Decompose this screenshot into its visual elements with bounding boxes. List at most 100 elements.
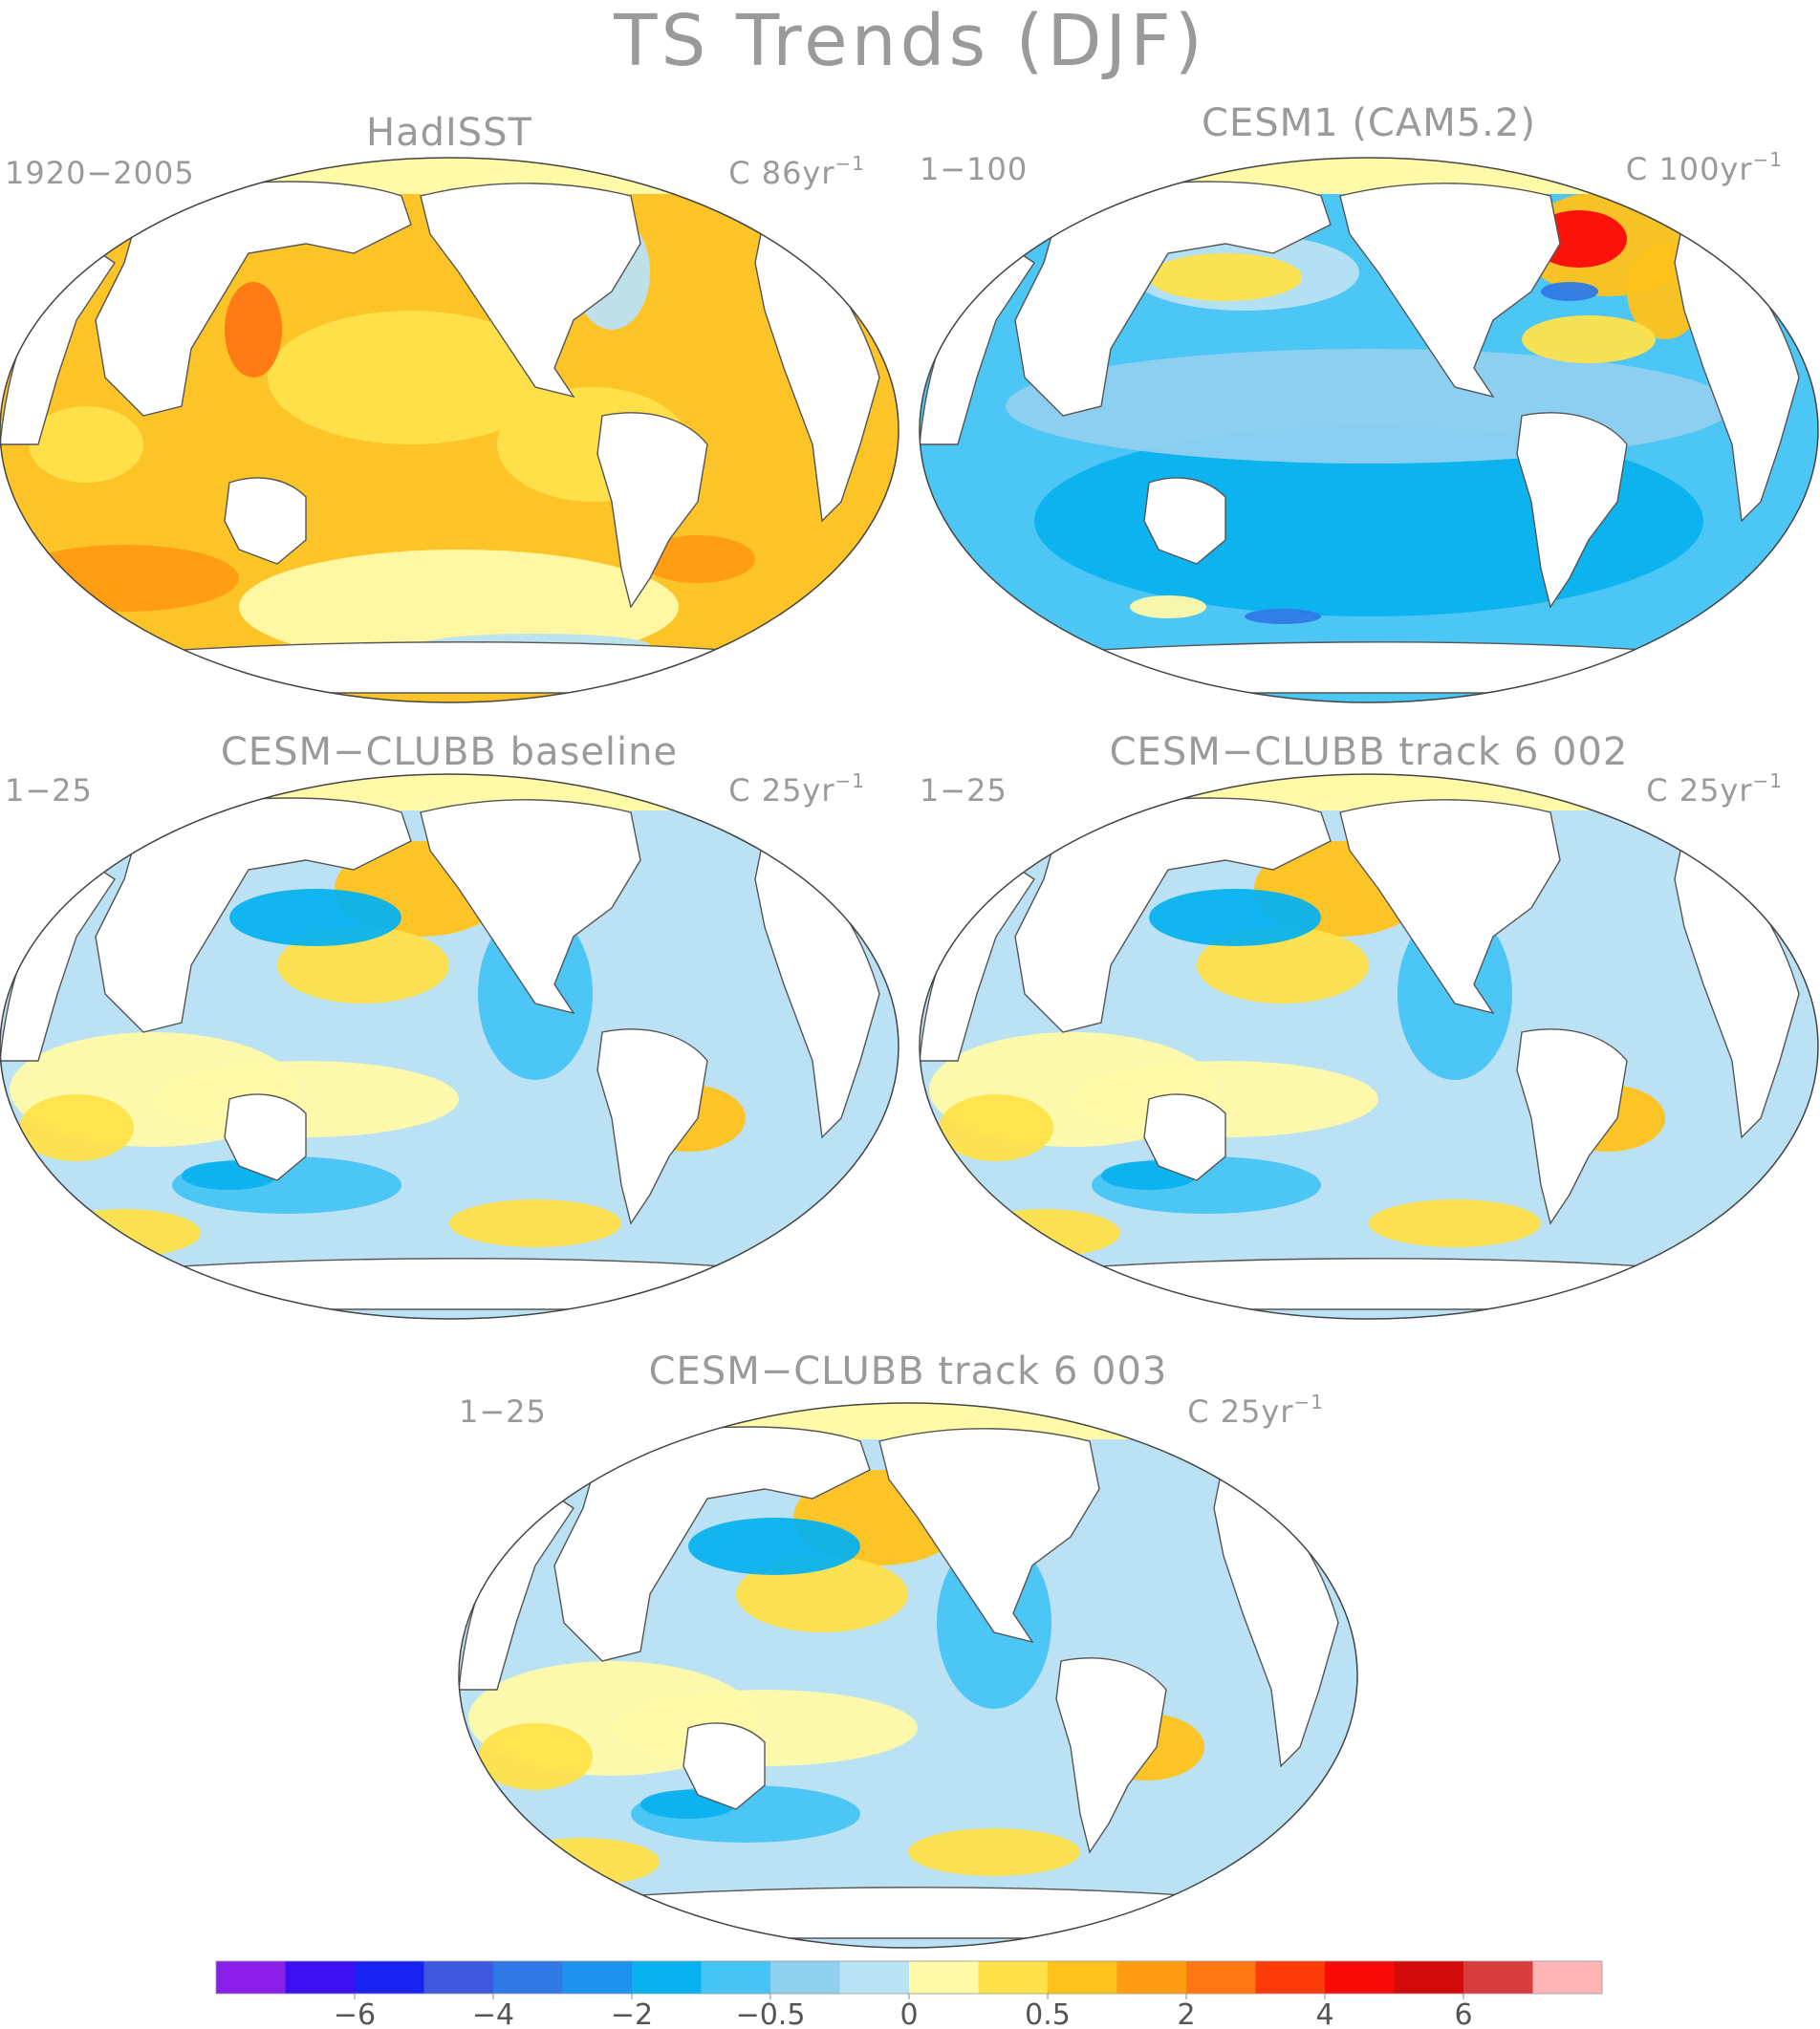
land-mass bbox=[596, 412, 708, 609]
colorbar-swatch bbox=[1394, 1961, 1463, 1994]
trend-contour bbox=[939, 1094, 1053, 1161]
trend-contour bbox=[507, 1838, 660, 1886]
land-mass bbox=[113, 641, 786, 694]
map-panel-p5: CESM−CLUBB track 6 003 1−25 C 25yr−1 bbox=[458, 1349, 1358, 1949]
map-outline bbox=[0, 157, 899, 703]
colorbar-tick-label: 2 bbox=[1177, 1998, 1195, 2029]
land-mass bbox=[1516, 412, 1628, 609]
trend-contour bbox=[29, 406, 143, 483]
colorbar-tick-label: 0.5 bbox=[1025, 1998, 1071, 2029]
land-mass bbox=[420, 183, 641, 399]
units-label: C 100yr−1 bbox=[1626, 148, 1783, 187]
trend-contour bbox=[19, 1094, 134, 1161]
map-ocean-field bbox=[458, 1402, 1358, 1949]
colorbar-swatch bbox=[355, 1961, 424, 1994]
period-label: 1−25 bbox=[5, 772, 93, 809]
units-label: C 86yr−1 bbox=[728, 152, 865, 191]
colorbar-swatch bbox=[1325, 1961, 1395, 1994]
land-mass bbox=[572, 1887, 1245, 1939]
trend-contour bbox=[229, 889, 401, 946]
panel-title: CESM−CLUBB track 6 002 bbox=[1110, 730, 1629, 774]
map-ocean-field bbox=[0, 773, 899, 1320]
panel-title: CESM−CLUBB track 6 003 bbox=[649, 1349, 1168, 1393]
panel-title: CESM1 (CAM5.2) bbox=[1202, 101, 1536, 145]
colorbar-swatch bbox=[562, 1961, 632, 1994]
trend-contour bbox=[688, 1518, 860, 1575]
trend-contour bbox=[1541, 282, 1598, 301]
map-outline bbox=[458, 1402, 1358, 1949]
period-label: 1−25 bbox=[920, 772, 1008, 809]
colorbar-swatch bbox=[493, 1961, 563, 1994]
colorbar-swatch bbox=[423, 1961, 493, 1994]
trend-contour bbox=[1369, 1199, 1541, 1247]
map-panel-p4: CESM−CLUBB track 6 002 1−25 C 25yr−1 bbox=[919, 730, 1819, 1320]
land-mass bbox=[878, 1428, 1100, 1644]
trend-contour bbox=[736, 1556, 908, 1632]
panel-title: CESM−CLUBB baseline bbox=[221, 730, 678, 774]
colorbar-tick-label: −0.5 bbox=[736, 1998, 806, 2029]
colorbar-swatch bbox=[1048, 1961, 1117, 1994]
land-mass bbox=[1339, 183, 1561, 399]
land-mass bbox=[596, 1028, 708, 1225]
colorbar-swatch bbox=[1463, 1961, 1533, 1994]
units-label: C 25yr−1 bbox=[728, 769, 865, 809]
period-label: 1920−2005 bbox=[5, 155, 195, 191]
trend-contour bbox=[277, 927, 449, 1004]
map-panels: HadISST 1920−2005 C 86yr−1 CESM1 (CAM5.2) 1−… bbox=[0, 101, 1819, 1949]
colorbar-tick-label: 0 bbox=[899, 1998, 918, 2029]
colorbar-swatch bbox=[1532, 1961, 1602, 1994]
colorbar-swatch bbox=[909, 1961, 979, 1994]
map-ocean-field bbox=[919, 773, 1819, 1320]
land-mass bbox=[224, 1093, 307, 1181]
units-label: C 25yr−1 bbox=[1646, 769, 1783, 809]
colorbar-swatch bbox=[978, 1961, 1048, 1994]
colorbar-swatch bbox=[770, 1961, 840, 1994]
map-panel-p3: CESM−CLUBB baseline 1−25 C 25yr−1 bbox=[0, 730, 899, 1320]
trend-contour bbox=[478, 1723, 593, 1790]
map-outline bbox=[919, 773, 1819, 1320]
land-mass bbox=[1055, 1657, 1167, 1854]
trend-contour bbox=[449, 1199, 621, 1247]
trend-contour bbox=[48, 1209, 201, 1257]
trend-contour bbox=[967, 1209, 1120, 1257]
period-label: 1−100 bbox=[920, 151, 1028, 187]
map-ocean-field bbox=[0, 157, 899, 703]
trend-contour bbox=[1130, 595, 1206, 618]
trend-contour bbox=[1245, 609, 1321, 624]
colorbar-tick-label: −6 bbox=[334, 1998, 376, 2029]
land-mass bbox=[682, 1722, 766, 1810]
colorbar-tick-label: −4 bbox=[472, 1998, 514, 2029]
land-mass bbox=[224, 477, 307, 565]
colorbar-swatch bbox=[285, 1961, 355, 1994]
colorbar: −6 −4 −2 −0.5 0 0.5 2 4 6 bbox=[215, 1960, 1603, 2029]
trend-contour bbox=[268, 311, 554, 444]
colorbar-swatch bbox=[1186, 1961, 1256, 1994]
map-outline bbox=[919, 157, 1819, 703]
trend-contour bbox=[225, 282, 282, 378]
colorbar-swatch bbox=[216, 1961, 286, 1994]
colorbar-swatch bbox=[632, 1961, 702, 1994]
trend-contour bbox=[10, 545, 239, 612]
map-panel-p2: CESM1 (CAM5.2) 1−100 C 100yr−1 bbox=[919, 101, 1819, 703]
land-mass bbox=[1516, 1028, 1628, 1225]
colorbar-tick-label: −2 bbox=[611, 1998, 653, 2029]
colorbar-swatch bbox=[1116, 1961, 1186, 1994]
land-mass bbox=[1339, 799, 1561, 1015]
units-label: C 25yr−1 bbox=[1187, 1391, 1324, 1430]
trend-contour bbox=[908, 1828, 1080, 1876]
colorbar-swatch bbox=[839, 1961, 909, 1994]
period-label: 1−25 bbox=[459, 1393, 547, 1430]
trend-contour bbox=[1149, 253, 1302, 301]
land-mass bbox=[1032, 1258, 1705, 1310]
land-mass bbox=[113, 1258, 786, 1310]
land-mass bbox=[1143, 477, 1226, 565]
colorbar-tick-label: 6 bbox=[1454, 1998, 1472, 2029]
colorbar-tick-label: 4 bbox=[1315, 1998, 1333, 2029]
panel-title: HadISST bbox=[366, 111, 532, 155]
trend-contour bbox=[1522, 315, 1656, 363]
map-outline bbox=[0, 773, 899, 1320]
colorbar-swatch bbox=[701, 1961, 770, 1994]
land-mass bbox=[1032, 641, 1705, 694]
colorbar-swatch bbox=[1255, 1961, 1325, 1994]
